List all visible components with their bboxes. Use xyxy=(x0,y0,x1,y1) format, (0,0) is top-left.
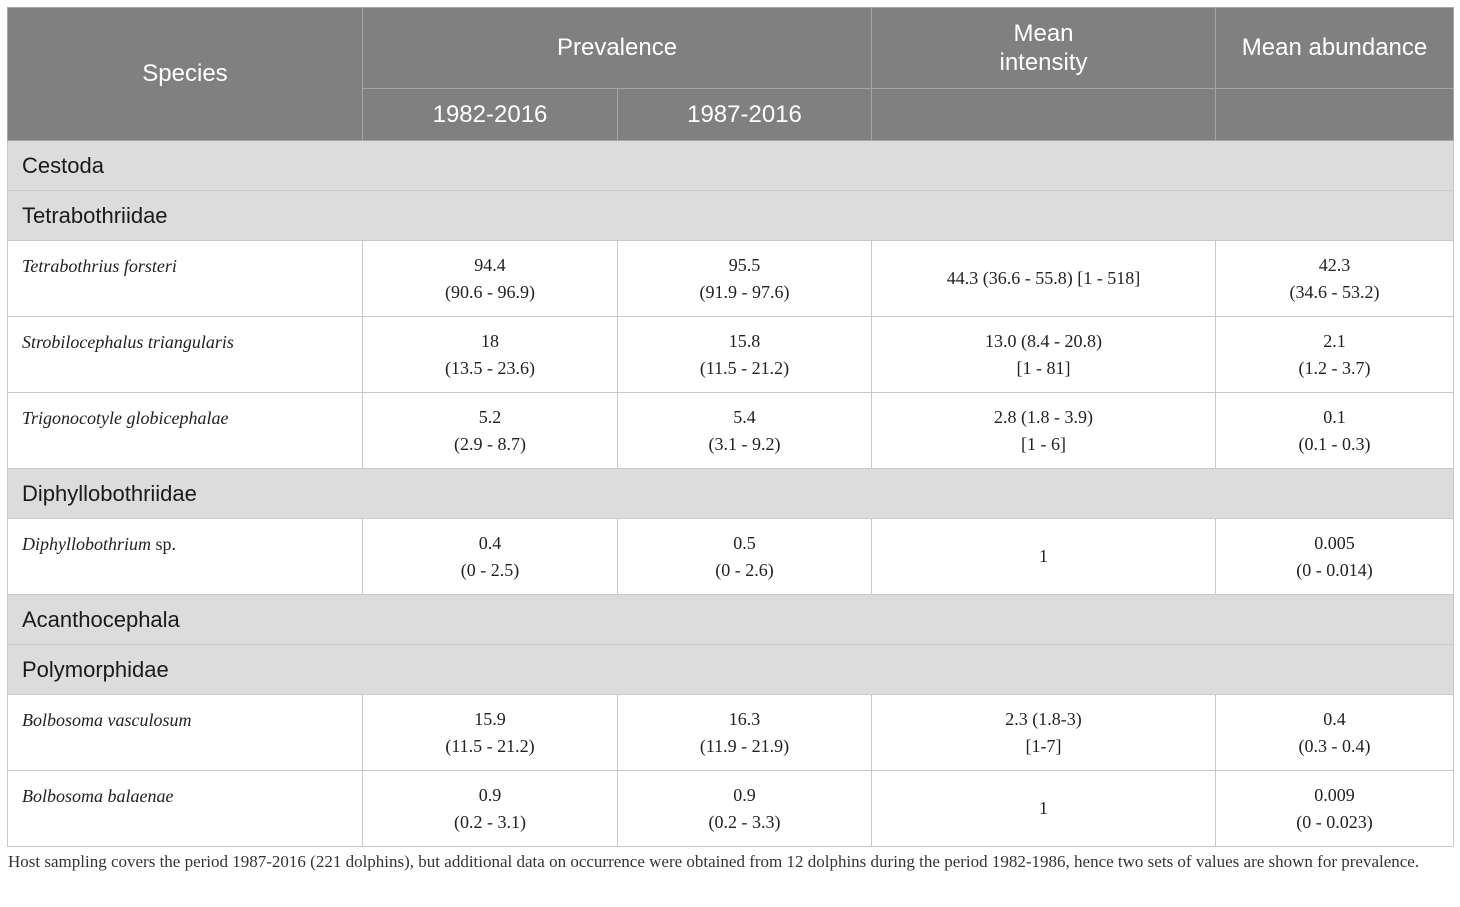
group-label: Diphyllobothriidae xyxy=(6,468,1455,519)
group-label: Polymorphidae xyxy=(6,644,1455,695)
table-row: Trigonocotyle globicephalae 5.2 (2.9 - 8.… xyxy=(7,392,1455,469)
mean-abundance-cell: 42.3 (34.6 - 53.2) xyxy=(1215,240,1455,317)
mean-intensity-cell: 13.0 (8.4 - 20.8) [1 - 81] xyxy=(871,316,1217,393)
species-header: Species xyxy=(7,7,363,141)
species-name: Bolbosoma vasculosum xyxy=(7,694,363,771)
group-label: Cestoda xyxy=(6,140,1455,191)
prevalence-1987-cell: 0.5 (0 - 2.6) xyxy=(616,518,873,595)
empty-header-cell xyxy=(871,88,1217,141)
parasite-table: Species Prevalence Mean intensity Mean a… xyxy=(6,7,1455,847)
empty-header-cell xyxy=(1215,88,1455,141)
header-row: Species Prevalence Mean intensity Mean a… xyxy=(7,7,1455,141)
group-row-tetrabothriidae: Tetrabothriidae xyxy=(6,190,1455,241)
mean-intensity-cell: 2.3 (1.8-3) [1-7] xyxy=(871,694,1217,771)
mean-abundance-cell: 0.009 (0 - 0.023) xyxy=(1215,770,1455,847)
group-row-polymorphidae: Polymorphidae xyxy=(6,644,1455,695)
prevalence-1982-cell: 94.4 (90.6 - 96.9) xyxy=(362,240,618,317)
species-name: Tetrabothrius forsteri xyxy=(7,240,363,317)
prevalence-1982-cell: 0.4 (0 - 2.5) xyxy=(362,518,618,595)
prevalence-1987-cell: 5.4 (3.1 - 9.2) xyxy=(616,392,873,469)
species-name: Bolbosoma balaenae xyxy=(7,770,363,847)
prevalence-1982-cell: 5.2 (2.9 - 8.7) xyxy=(362,392,618,469)
prevalence-1982-cell: 18 (13.5 - 23.6) xyxy=(362,316,618,393)
mean-intensity-header-line1: Mean xyxy=(1013,20,1074,47)
mean-abundance-cell: 0.4 (0.3 - 0.4) xyxy=(1215,694,1455,771)
period-1982-header: 1982-2016 xyxy=(362,88,618,141)
species-name: Strobilocephalus triangularis xyxy=(7,316,363,393)
prevalence-1987-cell: 16.3 (11.9 - 21.9) xyxy=(616,694,873,771)
table-row: Bolbosoma vasculosum 15.9 (11.5 - 21.2) 1… xyxy=(7,694,1455,771)
species-name: Diphyllobothrium sp. xyxy=(7,518,363,595)
table-row: Tetrabothrius forsteri 94.4 (90.6 - 96.9)… xyxy=(7,240,1455,317)
group-row-cestoda: Cestoda xyxy=(6,140,1455,191)
table-footnote: Host sampling covers the period 1987-201… xyxy=(8,852,1420,871)
mean-intensity-header-line2: intensity xyxy=(999,49,1088,76)
mean-abundance-cell: 2.1 (1.2 - 3.7) xyxy=(1215,316,1455,393)
mean-intensity-cell: 1 xyxy=(871,518,1217,595)
table-row: Bolbosoma balaenae 0.9 (0.2 - 3.1) 0.9 (0.… xyxy=(7,770,1455,847)
group-label: Acanthocephala xyxy=(6,594,1455,645)
mean-intensity-header: Mean intensity xyxy=(871,7,1217,89)
prevalence-1987-cell: 0.9 (0.2 - 3.3) xyxy=(616,770,873,847)
mean-abundance-cell: 0.1 (0.1 - 0.3) xyxy=(1215,392,1455,469)
prevalence-header: Prevalence xyxy=(361,7,873,89)
mean-intensity-cell: 1 xyxy=(871,770,1217,847)
mean-abundance-cell: 0.005 (0 - 0.014) xyxy=(1215,518,1455,595)
prevalence-1987-cell: 95.5 (91.9 - 97.6) xyxy=(616,240,873,317)
species-name: Trigonocotyle globicephalae xyxy=(7,392,363,469)
mean-intensity-cell: 44.3 (36.6 - 55.8) [1 - 518] xyxy=(871,240,1217,317)
group-row-diphyllobothriidae: Diphyllobothriidae xyxy=(6,468,1455,519)
mean-abundance-header: Mean abundance xyxy=(1215,7,1455,89)
table-row: Diphyllobothrium sp. 0.4 (0 - 2.5) 0.5 (0 … xyxy=(7,518,1455,595)
mean-intensity-cell: 2.8 (1.8 - 3.9) [1 - 6] xyxy=(871,392,1217,469)
subheader-row: 1982-2016 1987-2016 xyxy=(8,88,1455,141)
table-row: Strobilocephalus triangularis 18 (13.5 - … xyxy=(7,316,1455,393)
prevalence-1982-cell: 15.9 (11.5 - 21.2) xyxy=(362,694,618,771)
group-row-acanthocephala: Acanthocephala xyxy=(6,594,1455,645)
group-label: Tetrabothriidae xyxy=(6,190,1455,241)
prevalence-1987-cell: 15.8 (11.5 - 21.2) xyxy=(616,316,873,393)
prevalence-1982-cell: 0.9 (0.2 - 3.1) xyxy=(362,770,618,847)
period-1987-header: 1987-2016 xyxy=(616,88,873,141)
